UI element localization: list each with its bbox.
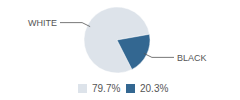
category-label: BLACK [177,53,207,63]
chart: WHITE BLACK 79.7% 20.3% [0,0,240,100]
leader-line [60,23,90,27]
leader-line [144,53,174,57]
category-label: WHITE [28,18,57,28]
pie-slice [84,7,149,73]
pie-slice [117,34,150,69]
legend-label: 20.3% [140,83,168,94]
legend: 79.7% 20.3% [78,83,168,94]
legend-swatch [78,84,87,93]
pie: WHITE BLACK [28,7,207,73]
legend-label: 79.7% [92,83,120,94]
legend-swatch [126,84,135,93]
